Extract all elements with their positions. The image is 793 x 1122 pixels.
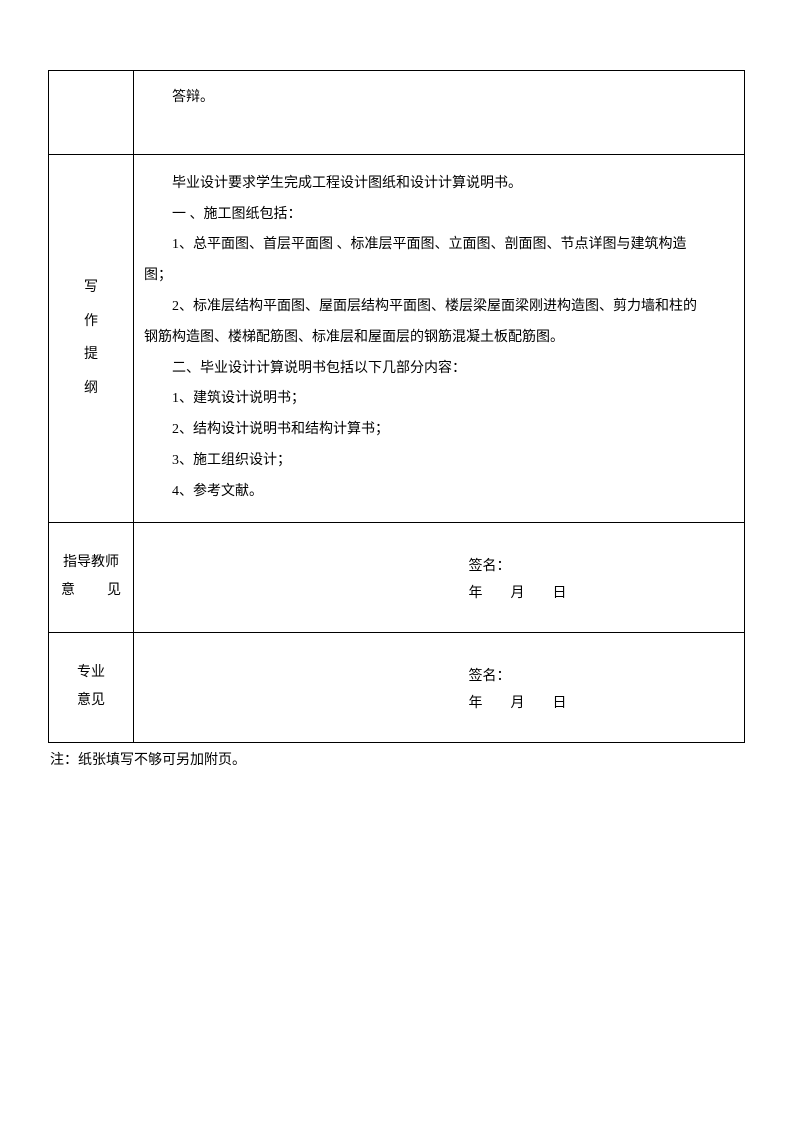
footer-note: 注：纸张填写不够可另加附页。 bbox=[48, 749, 745, 769]
outline-line: 图； bbox=[144, 261, 734, 292]
row-outline: 写 作 提 纲 毕业设计要求学生完成工程设计图纸和设计计算说明书。一 、施工图纸… bbox=[49, 154, 745, 522]
advisor-label-line1: 指导教师 bbox=[53, 549, 129, 577]
outline-line: 2、结构设计说明书和结构计算书； bbox=[144, 415, 734, 446]
row1-content-cell: 答辩。 bbox=[134, 71, 745, 155]
row1-text: 答辩。 bbox=[144, 83, 734, 114]
outline-line: 1、建筑设计说明书； bbox=[144, 384, 734, 415]
row1-label-cell bbox=[49, 71, 134, 155]
row2-content-cell: 毕业设计要求学生完成工程设计图纸和设计计算说明书。一 、施工图纸包括：1、总平面… bbox=[134, 154, 745, 522]
form-table: 答辩。 写 作 提 纲 毕业设计要求学生完成工程设计图纸和设计计算说明书。一 、… bbox=[48, 70, 745, 743]
major-label-line2: 意见 bbox=[53, 687, 129, 715]
row-advisor-opinion: 指导教师 意 见 签名： 年 月 日 bbox=[49, 522, 745, 632]
outline-line: 钢筋构造图、楼梯配筋图、标准层和屋面层的钢筋混凝土板配筋图。 bbox=[144, 323, 734, 354]
row4-label-cell: 专业 意见 bbox=[49, 632, 134, 742]
outline-line: 二、毕业设计计算说明书包括以下几部分内容： bbox=[144, 354, 734, 385]
row3-content-cell: 签名： 年 月 日 bbox=[134, 522, 745, 632]
row-defense: 答辩。 bbox=[49, 71, 745, 155]
advisor-sign-label: 签名： bbox=[469, 554, 735, 581]
row4-content-cell: 签名： 年 月 日 bbox=[134, 632, 745, 742]
outline-line: 毕业设计要求学生完成工程设计图纸和设计计算说明书。 bbox=[144, 169, 734, 200]
outline-line: 4、参考文献。 bbox=[144, 477, 734, 508]
advisor-label-line2: 意 见 bbox=[53, 577, 129, 605]
row-major-opinion: 专业 意见 签名： 年 月 日 bbox=[49, 632, 745, 742]
outline-line: 3、施工组织设计； bbox=[144, 446, 734, 477]
major-label-line1: 专业 bbox=[53, 659, 129, 687]
advisor-sign-block: 签名： 年 月 日 bbox=[469, 554, 735, 607]
outline-line: 1、总平面图、首层平面图 、标准层平面图、立面图、剖面图、节点详图与建筑构造 bbox=[144, 230, 734, 261]
major-sign-label: 签名： bbox=[469, 664, 735, 691]
outline-label: 写 作 提 纲 bbox=[53, 271, 129, 405]
outline-line: 2、标准层结构平面图、屋面层结构平面图、楼层梁屋面梁刚进构造图、剪力墙和柱的 bbox=[144, 292, 734, 323]
major-sign-block: 签名： 年 月 日 bbox=[469, 664, 735, 717]
row3-label-cell: 指导教师 意 见 bbox=[49, 522, 134, 632]
major-date: 年 月 日 bbox=[469, 691, 735, 718]
advisor-date: 年 月 日 bbox=[469, 581, 735, 608]
row2-label-cell: 写 作 提 纲 bbox=[49, 154, 134, 522]
outline-line: 一 、施工图纸包括： bbox=[144, 200, 734, 231]
